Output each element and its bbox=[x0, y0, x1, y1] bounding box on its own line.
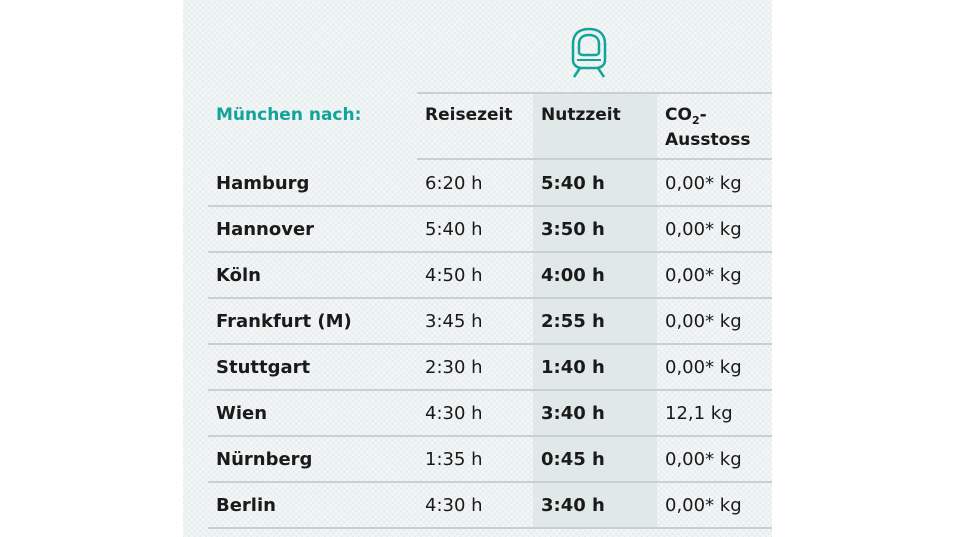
co2-value: 0,00* kg bbox=[665, 449, 742, 470]
nutzzeit-column-highlight bbox=[533, 92, 657, 528]
use-time: 3:40 h bbox=[541, 495, 605, 516]
city-name: Hamburg bbox=[216, 173, 310, 194]
travel-time: 1:35 h bbox=[425, 449, 483, 470]
city-name: Frankfurt (M) bbox=[216, 311, 352, 332]
use-time: 3:50 h bbox=[541, 219, 605, 240]
header-co2-line2: Ausstoss bbox=[665, 130, 751, 150]
row-divider bbox=[208, 205, 772, 207]
city-name: Berlin bbox=[216, 495, 276, 516]
travel-time: 6:20 h bbox=[425, 173, 483, 194]
use-time: 3:40 h bbox=[541, 403, 605, 424]
header-top-divider bbox=[417, 92, 772, 94]
table-panel bbox=[183, 0, 772, 537]
co2-value: 0,00* kg bbox=[665, 219, 742, 240]
co2-value: 0,00* kg bbox=[665, 357, 742, 378]
co2-value: 0,00* kg bbox=[665, 173, 742, 194]
row-divider bbox=[208, 251, 772, 253]
header-reisezeit: Reisezeit bbox=[425, 105, 513, 125]
row-divider bbox=[208, 343, 772, 345]
travel-time: 4:50 h bbox=[425, 265, 483, 286]
co2-value: 0,00* kg bbox=[665, 311, 742, 332]
train-icon bbox=[571, 27, 607, 78]
use-time: 2:55 h bbox=[541, 311, 605, 332]
header-co2: CO2- bbox=[665, 104, 707, 128]
header-bottom-divider bbox=[417, 158, 772, 160]
co2-value: 12,1 kg bbox=[665, 403, 733, 424]
use-time: 0:45 h bbox=[541, 449, 605, 470]
origin-label: München nach: bbox=[216, 105, 362, 125]
city-name: Köln bbox=[216, 265, 261, 286]
row-divider bbox=[208, 527, 772, 529]
travel-time: 4:30 h bbox=[425, 403, 483, 424]
travel-time: 4:30 h bbox=[425, 495, 483, 516]
co2-value: 0,00* kg bbox=[665, 495, 742, 516]
travel-time: 3:45 h bbox=[425, 311, 483, 332]
co2-value: 0,00* kg bbox=[665, 265, 742, 286]
co2-prefix: CO bbox=[665, 105, 692, 125]
row-divider bbox=[208, 297, 772, 299]
travel-time: 2:30 h bbox=[425, 357, 483, 378]
city-name: Nürnberg bbox=[216, 449, 313, 470]
city-name: Wien bbox=[216, 403, 268, 424]
row-divider bbox=[208, 389, 772, 391]
header-nutzzeit: Nutzzeit bbox=[541, 105, 621, 125]
city-name: Hannover bbox=[216, 219, 315, 240]
co2-subscript: 2 bbox=[691, 114, 700, 127]
co2-suffix: - bbox=[699, 105, 707, 125]
row-divider bbox=[208, 481, 772, 483]
travel-time: 5:40 h bbox=[425, 219, 483, 240]
city-name: Stuttgart bbox=[216, 357, 311, 378]
row-divider bbox=[208, 435, 772, 437]
use-time: 1:40 h bbox=[541, 357, 605, 378]
use-time: 5:40 h bbox=[541, 173, 605, 194]
use-time: 4:00 h bbox=[541, 265, 605, 286]
